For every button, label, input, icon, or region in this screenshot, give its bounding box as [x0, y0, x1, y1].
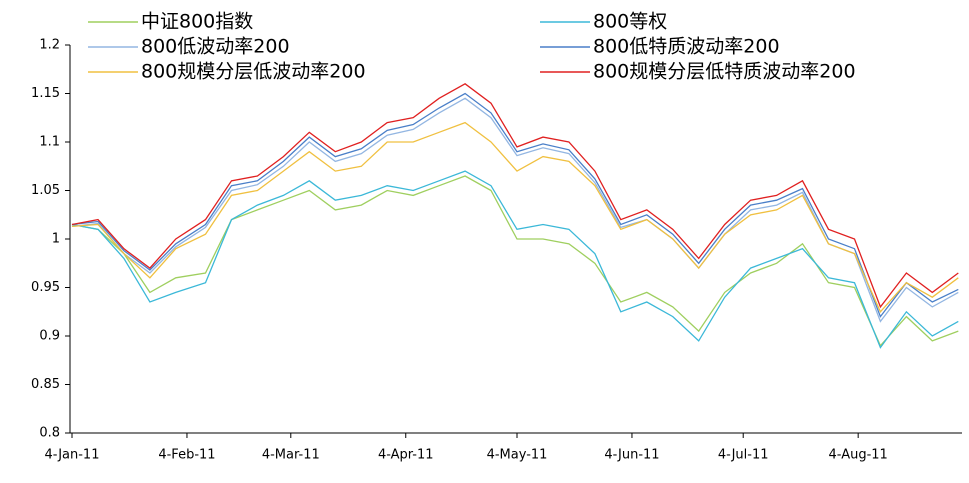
- series-line: [71, 121, 959, 313]
- y-tick-label: 1.15: [31, 86, 60, 101]
- x-tick-label: 4-Feb-11: [158, 448, 215, 463]
- legend-label: 800低波动率200: [141, 36, 290, 58]
- series-line: [71, 83, 959, 309]
- x-tick-label: 4-Jul-11: [718, 448, 769, 463]
- series-line: [71, 175, 959, 347]
- legend-label: 800规模分层低波动率200: [141, 61, 366, 83]
- x-tick-label: 4-Aug-11: [829, 448, 888, 463]
- x-tick-label: 4-Jun-11: [604, 448, 659, 463]
- series-line: [71, 170, 959, 349]
- legend-label: 800等权: [593, 11, 667, 33]
- y-tick-label: 0.85: [31, 377, 60, 392]
- series-line: [71, 97, 959, 323]
- y-tick-label: 1.2: [39, 38, 60, 53]
- y-tick-label: 1.1: [39, 135, 60, 150]
- y-tick-label: 1: [52, 232, 60, 247]
- series-line: [71, 92, 959, 318]
- legend-label: 800低特质波动率200: [593, 36, 780, 58]
- x-tick-label: 4-Apr-11: [378, 448, 434, 463]
- y-tick-label: 1.05: [31, 183, 60, 198]
- legend-label: 800规模分层低特质波动率200: [593, 61, 856, 83]
- x-tick-label: 4-Mar-11: [262, 448, 320, 463]
- x-tick-label: 4-Jan-11: [45, 448, 100, 463]
- y-tick-label: 0.9: [39, 329, 60, 344]
- y-tick-label: 0.95: [31, 280, 60, 295]
- y-tick-label: 0.8: [39, 426, 60, 441]
- x-tick-label: 4-May-11: [487, 448, 548, 463]
- legend-label: 中证800指数: [141, 11, 253, 33]
